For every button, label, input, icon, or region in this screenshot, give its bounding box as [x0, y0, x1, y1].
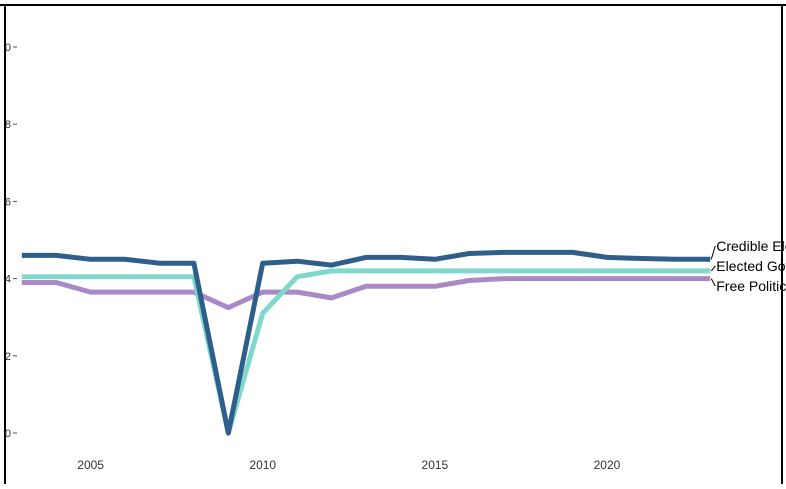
y-tick-label: 4 [5, 274, 11, 286]
series-label-connector [710, 265, 716, 272]
y-tick-label: 2 [5, 351, 11, 363]
series-labels: Credible Elections, 0.45 Elected Governme… [710, 238, 786, 294]
x-tick-label: 2010 [249, 458, 276, 472]
y-tick-label: 0 [5, 428, 11, 440]
y-tick-label: 8 [5, 119, 11, 131]
series-label-connector [710, 278, 716, 287]
y-tick-label: 0 [5, 42, 11, 54]
series-label: Elected Government, 0.42 [716, 258, 786, 274]
x-tick-label: 2015 [422, 458, 449, 472]
series-label: Free Political Parties, 0.40 [716, 278, 786, 294]
series-line-elected-government [21, 268, 711, 436]
y-tick-label: 6 [5, 196, 11, 208]
series-lines [21, 249, 711, 436]
x-axis: 2005 2010 2015 2020 [77, 458, 620, 472]
series-line-credible-elections [21, 249, 711, 436]
x-tick-label: 2020 [594, 458, 621, 472]
series-label-connector [710, 245, 716, 260]
x-tick-label: 2005 [77, 458, 104, 472]
series-line-free-political-parties [21, 276, 711, 311]
series-label: Credible Elections, 0.45 [716, 238, 786, 254]
y-axis: 0 2 4 6 8 0 [5, 42, 17, 440]
